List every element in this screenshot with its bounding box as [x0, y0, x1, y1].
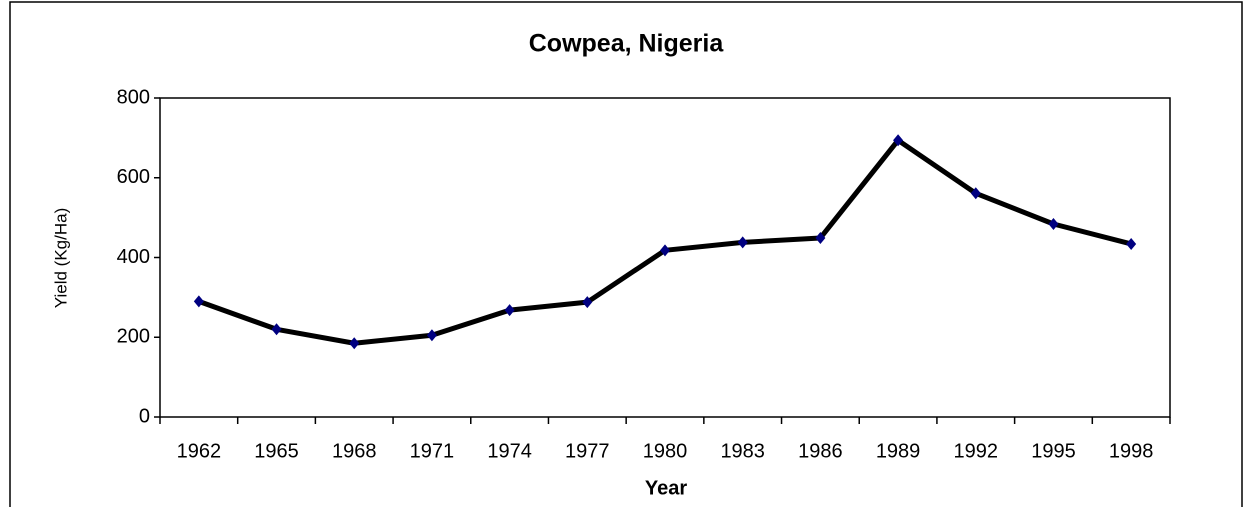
x-tick-label: 1983: [720, 440, 765, 462]
x-tick-label: 1962: [177, 440, 222, 462]
chart-frame: [9, 1, 1243, 507]
marker: [660, 244, 670, 257]
chart-title: Cowpea, Nigeria: [529, 30, 725, 58]
y-tick-label: 0: [139, 405, 150, 427]
y-axis-label: Yield (Kg/Ha): [51, 208, 70, 308]
marker: [893, 134, 904, 147]
x-tick-label: 1992: [954, 440, 999, 462]
x-tick-label: 1974: [487, 440, 532, 462]
y-tick-label: 600: [117, 166, 150, 188]
marker: [1126, 237, 1137, 250]
marker: [193, 295, 204, 308]
marker: [970, 187, 981, 200]
marker: [737, 236, 748, 249]
marker: [426, 329, 437, 342]
x-tick-label: 1989: [876, 440, 921, 462]
marker: [504, 304, 515, 317]
marker: [349, 337, 360, 350]
marker: [582, 296, 593, 309]
marker: [271, 323, 282, 336]
x-tick-label: 1977: [565, 440, 610, 462]
y-tick-label: 400: [117, 246, 150, 268]
x-tick-label: 1986: [798, 440, 843, 462]
x-tick-label: 1998: [1109, 440, 1154, 462]
y-tick-label: 800: [117, 86, 150, 108]
x-tick-label: 1971: [410, 440, 455, 462]
x-tick-label: 1995: [1031, 440, 1076, 462]
marker: [1048, 218, 1059, 231]
x-axis-label: Year: [645, 477, 687, 499]
x-tick-label: 1968: [332, 440, 377, 462]
marker: [815, 231, 826, 244]
x-tick-label: 1980: [643, 440, 688, 462]
x-tick-label: 1965: [254, 440, 299, 462]
y-tick-label: 200: [117, 326, 150, 348]
